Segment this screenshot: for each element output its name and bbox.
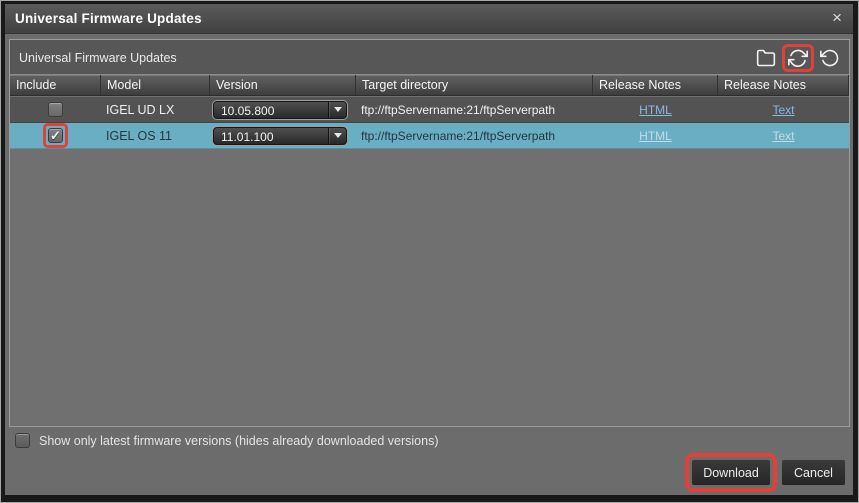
column-header-release-notes-text: Release Notes — [718, 75, 849, 95]
release-notes-text-cell: Text — [718, 123, 849, 148]
version-dropdown-value: 10.05.800 — [221, 103, 275, 118]
text-link[interactable]: Text — [772, 128, 795, 143]
column-header-version: Version — [210, 75, 356, 95]
table-header: Include Model Version Target directory R… — [10, 75, 849, 96]
target-directory-cell: ftp://ftpServername:21/ftpServerpath — [361, 128, 556, 143]
refresh-icon[interactable] — [817, 45, 843, 71]
version-dropdown[interactable]: 10.05.800 — [212, 99, 348, 120]
highlight-ring-download: Download — [685, 453, 777, 492]
column-header-target-directory: Target directory — [356, 75, 593, 95]
html-link[interactable]: HTML — [639, 102, 672, 117]
version-dropdown[interactable]: 11.01.100 — [212, 125, 348, 146]
column-header-release-notes-html: Release Notes — [593, 75, 718, 95]
version-cell: 10.05.800 — [210, 97, 356, 122]
include-checkbox-unchecked[interactable] — [48, 102, 63, 117]
release-notes-text-cell: Text — [718, 97, 849, 122]
version-cell: 11.01.100 — [210, 123, 356, 148]
target-directory-cell: ftp://ftpServername:21/ftpServerpath — [361, 102, 556, 117]
html-link[interactable]: HTML — [639, 128, 672, 143]
table-row-igel-os-11[interactable]: ✓ IGEL OS 11 11.01.100 ftp://ftpServerna… — [10, 123, 849, 149]
highlight-ring-sync — [782, 44, 814, 72]
model-cell: IGEL UD LX — [106, 102, 175, 117]
panel-title: Universal Firmware Updates — [19, 51, 177, 65]
highlight-ring-checkbox: ✓ — [43, 123, 68, 148]
show-latest-label: Show only latest firmware versions (hide… — [39, 433, 439, 448]
cancel-button[interactable]: Cancel — [781, 459, 846, 486]
version-dropdown-value: 11.01.100 — [221, 129, 274, 144]
include-cell — [10, 97, 101, 122]
panel-toolbar — [753, 42, 843, 74]
table-row-igel-ud-lx[interactable]: IGEL UD LX 10.05.800 ftp://ftpServername… — [10, 97, 849, 123]
chevron-down-icon[interactable] — [328, 127, 347, 144]
release-notes-html-cell: HTML — [593, 123, 718, 148]
chevron-down-icon[interactable] — [328, 101, 347, 118]
download-button[interactable]: Download — [691, 459, 771, 486]
sync-download-icon[interactable] — [785, 45, 811, 71]
column-header-model: Model — [101, 75, 210, 95]
check-icon: ✓ — [50, 128, 61, 143]
open-folder-icon[interactable] — [753, 45, 779, 71]
include-checkbox-checked[interactable]: ✓ — [48, 128, 63, 143]
column-header-include: Include — [10, 75, 101, 95]
title-bar: Universal Firmware Updates × — [5, 4, 853, 34]
firmware-table: Include Model Version Target directory R… — [10, 74, 849, 426]
include-cell: ✓ — [10, 123, 101, 148]
firmware-panel: Universal Firmware Updates Include Mo — [9, 39, 850, 427]
dialog-title: Universal Firmware Updates — [15, 11, 202, 26]
dialog-body: Universal Firmware Updates × Universal F… — [5, 4, 853, 495]
filter-row: Show only latest firmware versions (hide… — [15, 433, 439, 448]
text-link[interactable]: Text — [772, 102, 795, 117]
close-icon[interactable]: × — [832, 8, 842, 27]
model-cell: IGEL OS 11 — [106, 128, 173, 143]
release-notes-html-cell: HTML — [593, 97, 718, 122]
show-latest-checkbox[interactable] — [15, 433, 30, 448]
